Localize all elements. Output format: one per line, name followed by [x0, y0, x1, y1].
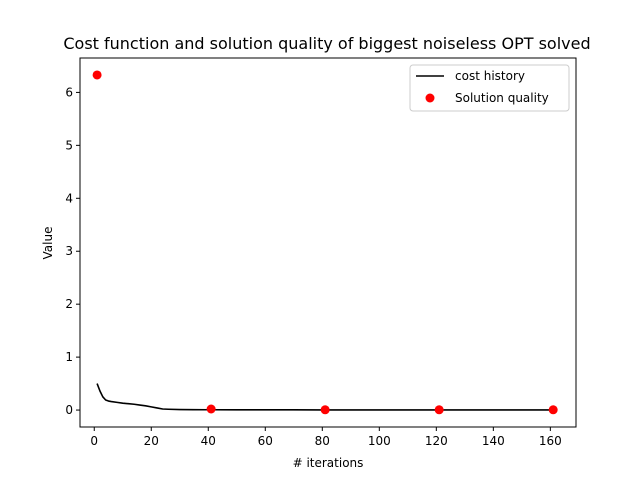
plot-frame	[79, 57, 577, 428]
legend: cost history Solution quality	[409, 64, 570, 112]
x-tick-label: 120	[425, 434, 448, 448]
scatter-point-solution-quality	[434, 405, 444, 415]
x-tick-label: 0	[90, 434, 98, 448]
legend-marker-swatch	[425, 93, 435, 103]
x-tick-label: 20	[144, 434, 159, 448]
x-axis-label: # iterations	[293, 456, 364, 470]
series-line-cost-history	[96, 383, 551, 411]
x-axis: 0 20 40 60 80 100 120 140 160	[90, 427, 562, 448]
series-layer	[92, 70, 558, 415]
y-tick-label: 4	[65, 191, 73, 205]
y-tick-label: 6	[65, 85, 73, 99]
x-tick-label: 40	[201, 434, 216, 448]
y-tick-label: 1	[65, 350, 73, 364]
y-tick-label: 3	[65, 244, 73, 258]
y-axis-label: Value	[41, 227, 55, 260]
x-tick-label: 160	[539, 434, 562, 448]
legend-entry-solution-quality: Solution quality	[455, 91, 549, 105]
x-tick-label: 140	[482, 434, 505, 448]
y-tick-label: 0	[65, 403, 73, 417]
x-tick-label: 100	[368, 434, 391, 448]
scatter-point-solution-quality	[92, 70, 102, 80]
plot-area	[79, 57, 577, 428]
y-tick-label: 2	[65, 297, 73, 311]
y-tick-label: 5	[65, 138, 73, 152]
x-tick-label: 80	[315, 434, 330, 448]
chart-title: Cost function and solution quality of bi…	[63, 34, 590, 53]
legend-entry-cost-history: cost history	[455, 69, 525, 83]
scatter-point-solution-quality	[320, 405, 330, 415]
legend-box	[409, 64, 570, 112]
scatter-point-solution-quality	[548, 405, 558, 415]
scatter-point-solution-quality	[206, 404, 216, 414]
y-axis: 0 1 2 3 4 5 6	[65, 85, 80, 417]
x-tick-label: 60	[258, 434, 273, 448]
